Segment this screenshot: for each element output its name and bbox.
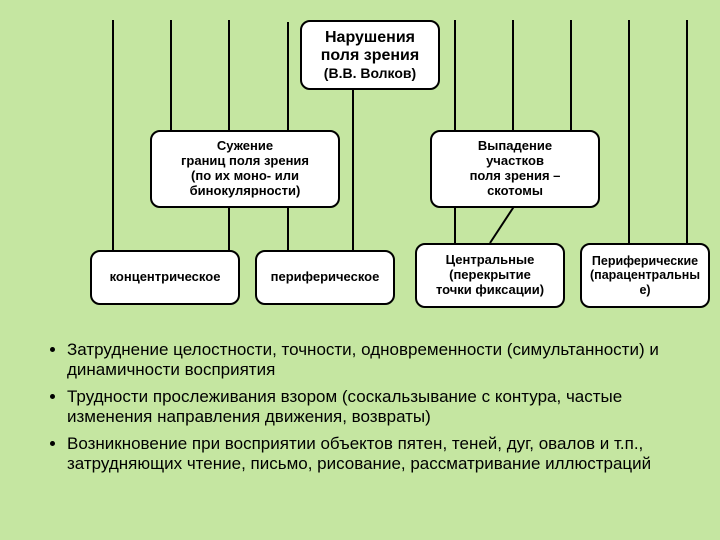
node-scotoma-line: участков [486,154,544,169]
node-central-line: (перекрытие [449,268,531,283]
node-root-line: (В.В. Волков) [324,65,416,81]
bullet-item: Трудности прослеживания взором (соскальз… [67,387,690,428]
node-central-line: Центральные [446,253,535,268]
node-scotoma: Выпадениеучастковполя зрения –скотомы [430,130,600,208]
node-narrowing-line: Сужение [217,139,273,154]
diagram-stage: Затруднение целостности, точности, однов… [0,0,720,540]
bullet-item: Затруднение целостности, точности, однов… [67,340,690,381]
node-root-line: Нарушения [325,29,415,47]
node-root: Нарушенияполя зрения(В.В. Волков) [300,20,440,90]
node-scotoma-line: Выпадение [478,139,552,154]
node-peripheral2-line: (парацентральны [590,268,700,282]
node-peripheral2: Периферические(парацентральные) [580,243,710,308]
node-central-line: точки фиксации) [436,283,544,298]
node-narrowing-line: границ поля зрения [181,154,309,169]
node-concentric: концентрическое [90,250,240,305]
node-narrowing: Сужениеграниц поля зрения(по их моно- ил… [150,130,340,208]
node-peripheral1-line: периферическое [271,270,380,285]
node-concentric-line: концентрическое [110,270,221,285]
node-scotoma-line: скотомы [487,184,543,199]
bullet-list-container: Затруднение целостности, точности, однов… [45,340,690,480]
node-peripheral1: периферическое [255,250,395,305]
node-central: Центральные(перекрытиеточки фиксации) [415,243,565,308]
bullet-item: Возникновение при восприятии объектов пя… [67,434,690,475]
node-scotoma-line: поля зрения – [470,169,561,184]
node-narrowing-line: бинокулярности) [190,184,301,199]
node-narrowing-line: (по их моно- или [191,169,299,184]
node-peripheral2-line: Периферические [592,254,698,268]
node-peripheral2-line: е) [639,283,650,297]
node-root-line: поля зрения [321,47,419,65]
bullet-list: Затруднение целостности, точности, однов… [45,340,690,474]
